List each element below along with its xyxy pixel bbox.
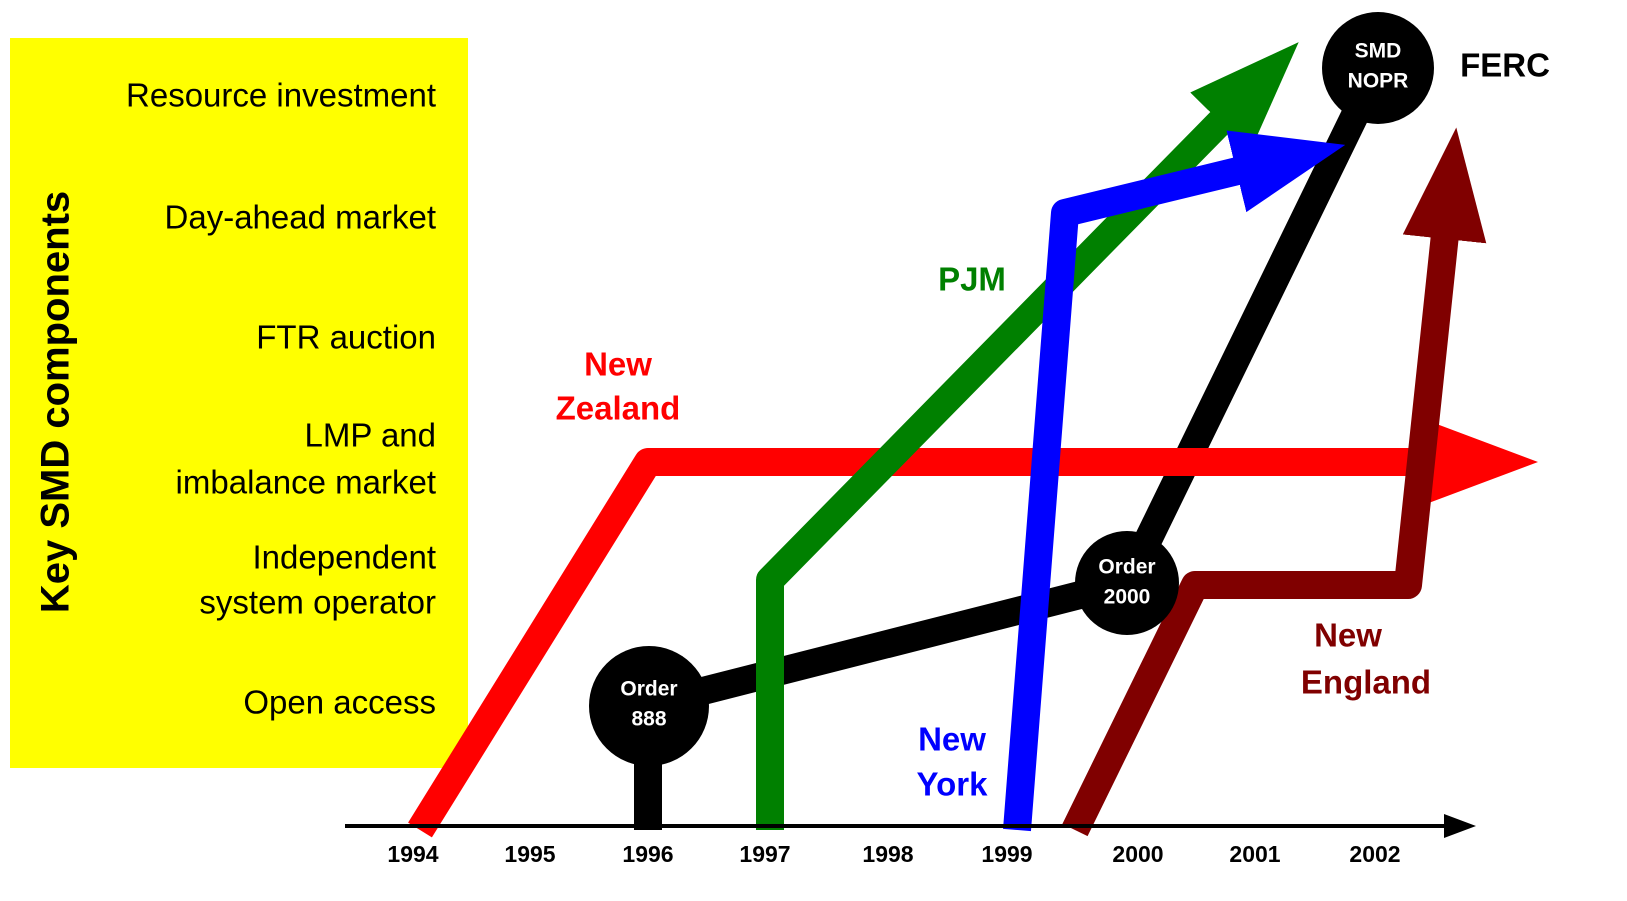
year: 1996 — [622, 841, 673, 867]
year: 1999 — [981, 841, 1032, 867]
component: imbalance market — [176, 464, 436, 501]
component: LMP and — [305, 417, 436, 454]
component: system operator — [199, 584, 436, 621]
year: 1994 — [387, 841, 438, 867]
node-label: Order — [620, 678, 677, 701]
year: 1998 — [862, 841, 913, 867]
component: Open access — [243, 684, 436, 721]
node-nopr — [1322, 12, 1434, 124]
component: Independent — [252, 539, 436, 576]
ferc-track — [634, 61, 1391, 830]
year: 1995 — [504, 841, 555, 867]
track-label: FERC — [1460, 47, 1550, 84]
year: 2000 — [1112, 841, 1163, 867]
sidebar-title: Key SMD components — [34, 191, 78, 613]
track-label: New — [918, 721, 986, 758]
node-label: 888 — [631, 708, 666, 731]
node-888 — [589, 646, 709, 766]
component: FTR auction — [256, 319, 436, 356]
node-label: 2000 — [1104, 586, 1151, 609]
component: Day-ahead market — [165, 199, 436, 236]
year: 1997 — [739, 841, 790, 867]
node-label: Order — [1098, 556, 1155, 579]
track-label: New — [1314, 617, 1382, 654]
ny-track — [1003, 130, 1346, 832]
component: Resource investment — [126, 77, 436, 114]
node-2000 — [1075, 531, 1179, 635]
track-label: England — [1301, 664, 1431, 701]
year: 2001 — [1229, 841, 1280, 867]
track-label: New — [584, 346, 652, 383]
track-label: Zealand — [556, 390, 681, 427]
ne-track — [1062, 127, 1487, 837]
sidebar-box — [10, 38, 468, 768]
years: 1994 1995 1996 1997 1998 1999 2000 2001 … — [387, 841, 1400, 867]
year: 2002 — [1349, 841, 1400, 867]
pjm-track — [756, 42, 1299, 830]
node-label: SMD — [1355, 40, 1402, 63]
node-label: NOPR — [1348, 70, 1409, 93]
nz-track — [408, 420, 1538, 838]
components: Resource investment Day-ahead market FTR… — [126, 77, 436, 721]
track-label: PJM — [938, 261, 1006, 298]
track-label: York — [917, 766, 989, 803]
